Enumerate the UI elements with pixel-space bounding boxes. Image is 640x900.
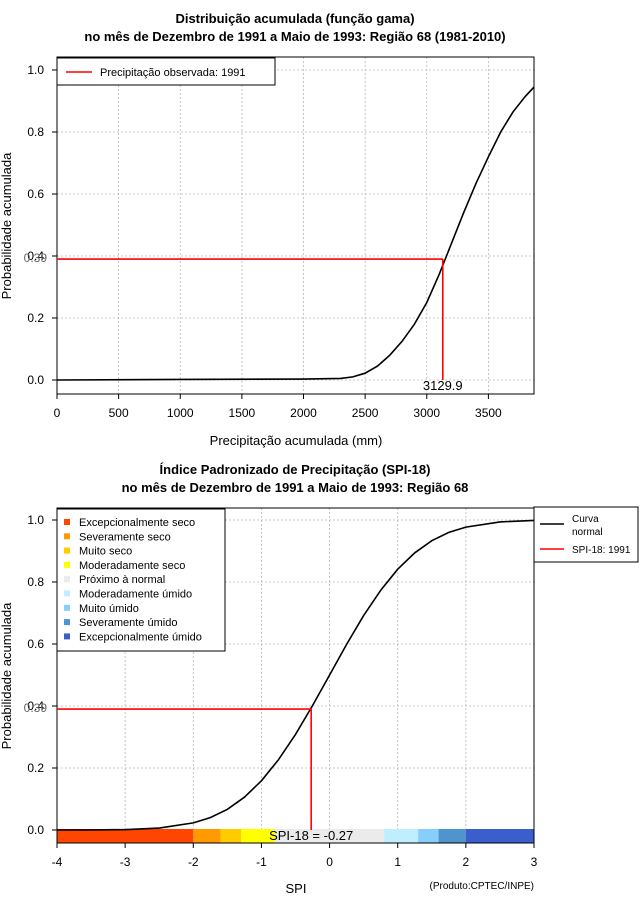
chart2-xtick-label: -2 bbox=[188, 855, 199, 869]
chart2-ytick-label: 0.4 bbox=[27, 699, 44, 713]
chart2-color-bar-segment bbox=[418, 829, 439, 843]
chart1-ytick-label: 1.0 bbox=[27, 63, 44, 77]
chart2-xtick-label: 2 bbox=[463, 855, 470, 869]
chart2-color-bar-segment bbox=[465, 829, 534, 843]
chart2-curve-legend-label: Curva bbox=[572, 514, 599, 525]
chart2-xtick-label: 3 bbox=[531, 855, 538, 869]
chart1-xtick-label: 0 bbox=[54, 406, 61, 420]
chart2-spi-annotation: SPI-18 = -0.27 bbox=[269, 828, 353, 843]
chart1-plot-frame bbox=[56, 56, 535, 395]
chart2-observed-y-label: 0.39 bbox=[24, 701, 48, 715]
credit-text: (Produto:CPTEC/INPE) bbox=[430, 881, 534, 892]
chart1-y-axis: 0.0 0.2 0.4 0.6 0.8 1.0 bbox=[27, 63, 57, 387]
chart2-color-bar-segment bbox=[384, 829, 419, 843]
chart2-curve-legend-label: normal bbox=[572, 527, 603, 538]
chart2-ytick-label: 0.0 bbox=[27, 823, 44, 837]
chart2-title: Índice Padronizado de Precipitação (SPI-… bbox=[160, 462, 431, 477]
chart2-xlabel: SPI bbox=[286, 881, 307, 896]
chart2-class-legend-label: Severamente seco bbox=[79, 531, 171, 543]
chart2-color-bar-segment bbox=[57, 829, 194, 843]
chart1-ytick-label: 0.4 bbox=[27, 249, 44, 263]
chart1-observed-y-label: 0.39 bbox=[24, 251, 48, 265]
chart1-gamma-curve bbox=[56, 86, 535, 381]
chart1-grid bbox=[56, 57, 534, 394]
chart2-class-legend-swatch bbox=[64, 547, 70, 554]
chart2-curve-legend-label: SPI-18: 1991 bbox=[572, 545, 631, 556]
chart2-color-bar-segment bbox=[438, 829, 466, 843]
chart2-curve-legend: Curva normal SPI-18: 1991 bbox=[533, 506, 639, 563]
chart1-xtick-label: 1500 bbox=[229, 406, 256, 420]
chart1-xtick-label: 2500 bbox=[352, 406, 379, 420]
chart1-xtick-label: 3000 bbox=[413, 406, 440, 420]
chart2-class-legend-label: Severamente úmido bbox=[79, 617, 177, 629]
chart1-legend-label: Precipitação observada: 1991 bbox=[100, 67, 246, 79]
chart1-x-axis: 0 500 1000 1500 2000 2500 3000 3500 bbox=[54, 393, 534, 420]
chart1-ytick-label: 0.0 bbox=[27, 373, 44, 387]
chart2-subtitle: no mês de Dezembro de 1991 a Maio de 199… bbox=[122, 480, 469, 495]
chart2-class-legend-label: Muito úmido bbox=[79, 603, 139, 615]
chart2-class-legend-label: Moderadamente úmido bbox=[79, 589, 192, 601]
chart1-xtick-label: 1000 bbox=[167, 406, 194, 420]
chart2-color-bar-segment bbox=[240, 829, 276, 843]
chart2-x-axis: -4 -3 -2 -1 0 1 2 3 bbox=[52, 842, 538, 869]
chart2-class-legend-swatch bbox=[64, 604, 70, 611]
chart2-curve-legend-box bbox=[533, 506, 639, 563]
chart1-legend: Precipitação observada: 1991 bbox=[56, 57, 276, 86]
chart2-xtick-label: -3 bbox=[120, 855, 131, 869]
chart2-ytick-label: 1.0 bbox=[27, 513, 44, 527]
chart2-class-legend-label: Excepcionalmente úmido bbox=[79, 631, 202, 643]
chart2-color-bar-segment bbox=[275, 829, 385, 843]
chart2-ytick-label: 0.6 bbox=[27, 637, 44, 651]
chart2-color-bar bbox=[57, 829, 534, 843]
chart1-xlabel: Precipitação acumulada (mm) bbox=[210, 433, 383, 448]
chart1-ytick-label: 0.6 bbox=[27, 187, 44, 201]
chart2-class-legend-label: Moderadamente seco bbox=[79, 560, 185, 572]
chart2-class-legend-box bbox=[56, 508, 226, 652]
chart2-xtick-label: 1 bbox=[394, 855, 401, 869]
chart2-class-legend-swatch bbox=[64, 633, 70, 640]
chart2-class-legend-swatch bbox=[64, 590, 70, 597]
chart1-title: Distribuição acumulada (função gama) bbox=[175, 11, 414, 26]
chart2-class-legend-label: Próximo à normal bbox=[79, 574, 165, 586]
chart2-class-legend-swatch bbox=[64, 533, 70, 540]
chart1-ylabel: Probabilidade acumulada bbox=[0, 152, 14, 299]
chart2-y-axis: 0.0 0.2 0.4 0.6 0.8 1.0 bbox=[27, 513, 57, 837]
chart2-class-legend-label: Muito seco bbox=[79, 546, 132, 558]
chart1-ytick-label: 0.8 bbox=[27, 125, 44, 139]
chart2-class-legend: Excepcionalmente seco Severamente seco Mui… bbox=[56, 508, 226, 652]
chart2-ytick-label: 0.2 bbox=[27, 761, 44, 775]
chart1-subtitle: no mês de Dezembro de 1991 a Maio de 199… bbox=[84, 29, 505, 44]
chart2-xtick-label: -4 bbox=[52, 855, 63, 869]
chart1-observed-x-label: 3129.9 bbox=[423, 378, 463, 393]
chart-gamma: Distribuição acumulada (função gama) no … bbox=[0, 11, 535, 448]
chart2-color-bar-segment bbox=[193, 829, 221, 843]
chart2-class-legend-swatch bbox=[64, 619, 70, 626]
chart2-class-legend-label: Excepcionalmente seco bbox=[79, 517, 195, 529]
chart1-ytick-label: 0.2 bbox=[27, 311, 44, 325]
chart2-ylabel: Probabilidade acumulada bbox=[0, 602, 14, 749]
chart1-legend-box bbox=[56, 57, 276, 86]
chart1-xtick-label: 2000 bbox=[290, 406, 317, 420]
chart2-ytick-label: 0.8 bbox=[27, 575, 44, 589]
chart1-xtick-label: 3500 bbox=[475, 406, 502, 420]
chart2-class-legend-swatch bbox=[64, 519, 70, 525]
chart2-class-legend-swatch bbox=[64, 576, 70, 583]
chart2-xtick-label: 0 bbox=[326, 855, 333, 869]
chart2-class-legend-swatch bbox=[64, 561, 70, 568]
chart1-xtick-label: 500 bbox=[109, 406, 129, 420]
chart2-color-bar-segment bbox=[220, 829, 241, 843]
chart2-xtick-label: -1 bbox=[256, 855, 267, 869]
chart2-normal-curve bbox=[56, 519, 535, 831]
chart-spi: Índice Padronizado de Precipitação (SPI-… bbox=[0, 462, 639, 896]
